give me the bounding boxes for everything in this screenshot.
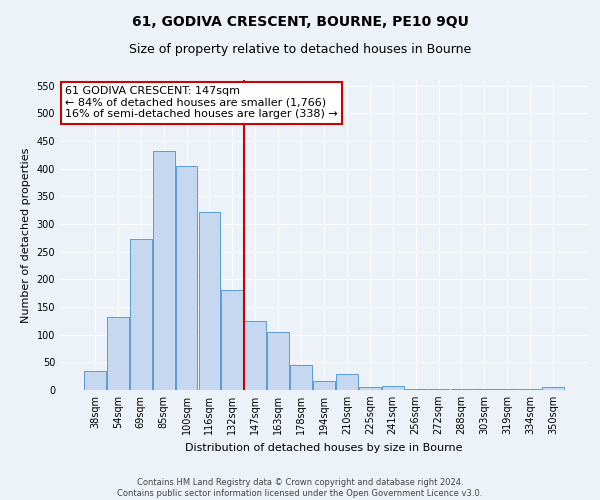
Bar bbox=[428, 389, 449, 390]
Bar bbox=[221, 290, 243, 390]
Bar bbox=[542, 387, 564, 390]
Bar bbox=[520, 389, 541, 390]
Bar bbox=[199, 212, 220, 390]
Bar bbox=[107, 317, 128, 390]
Bar bbox=[313, 380, 335, 390]
Bar bbox=[290, 365, 312, 390]
Bar bbox=[451, 389, 472, 390]
Bar bbox=[267, 332, 289, 390]
Bar bbox=[244, 321, 266, 390]
Text: 61 GODIVA CRESCENT: 147sqm
← 84% of detached houses are smaller (1,766)
16% of s: 61 GODIVA CRESCENT: 147sqm ← 84% of deta… bbox=[65, 86, 338, 120]
Bar bbox=[176, 166, 197, 390]
Text: Contains HM Land Registry data © Crown copyright and database right 2024.
Contai: Contains HM Land Registry data © Crown c… bbox=[118, 478, 482, 498]
Text: 61, GODIVA CRESCENT, BOURNE, PE10 9QU: 61, GODIVA CRESCENT, BOURNE, PE10 9QU bbox=[131, 15, 469, 29]
Bar bbox=[336, 374, 358, 390]
Bar bbox=[84, 370, 106, 390]
Bar bbox=[473, 389, 495, 390]
Bar bbox=[153, 151, 175, 390]
Text: Size of property relative to detached houses in Bourne: Size of property relative to detached ho… bbox=[129, 42, 471, 56]
Bar bbox=[359, 387, 381, 390]
Bar bbox=[405, 389, 427, 390]
Bar bbox=[496, 389, 518, 390]
X-axis label: Distribution of detached houses by size in Bourne: Distribution of detached houses by size … bbox=[185, 442, 463, 452]
Bar bbox=[382, 386, 404, 390]
Y-axis label: Number of detached properties: Number of detached properties bbox=[21, 148, 31, 322]
Bar bbox=[130, 240, 152, 390]
